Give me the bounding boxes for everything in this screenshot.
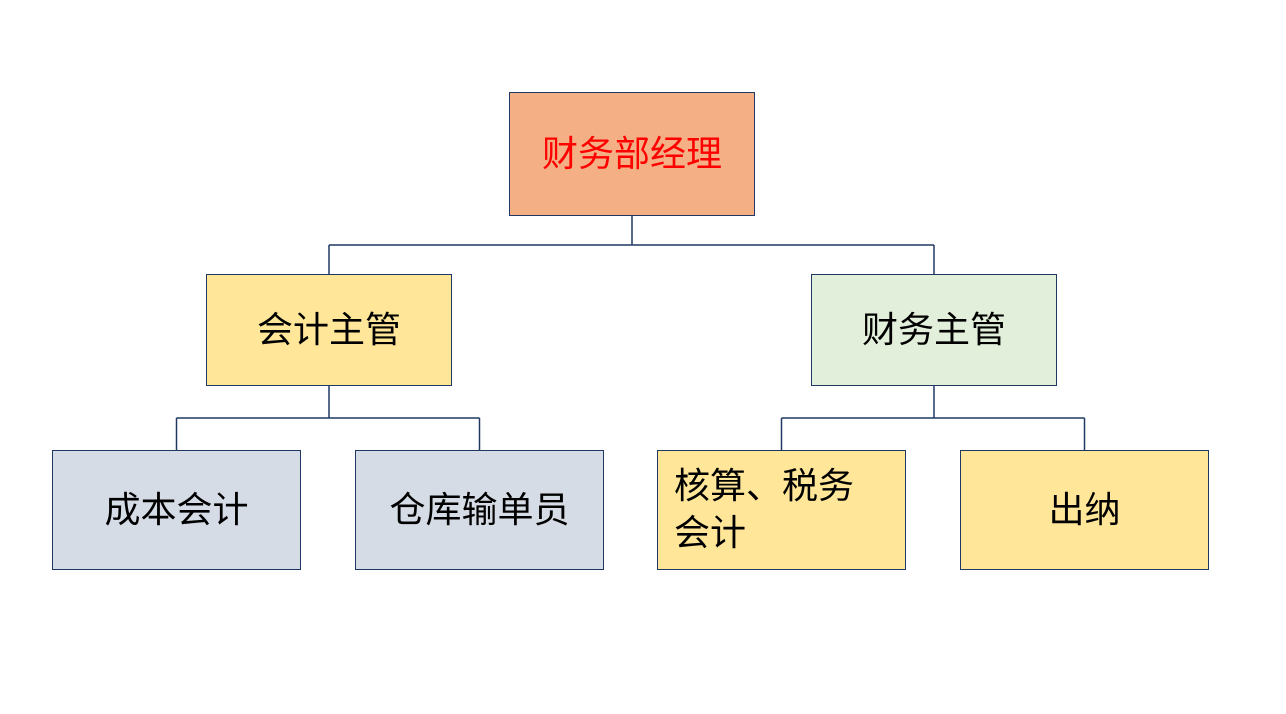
node-leaf4: 出纳 <box>960 450 1209 570</box>
node-right-mgr-label: 财务主管 <box>862 307 1006 354</box>
node-left-mgr-label: 会计主管 <box>257 307 401 354</box>
node-leaf3-label: 核算、税务会计 <box>674 463 889 557</box>
node-root: 财务部经理 <box>509 92 755 216</box>
node-leaf1: 成本会计 <box>52 450 301 570</box>
node-leaf2: 仓库输单员 <box>355 450 604 570</box>
node-leaf2-label: 仓库输单员 <box>389 487 569 534</box>
node-leaf3: 核算、税务会计 <box>657 450 906 570</box>
node-leaf1-label: 成本会计 <box>104 487 248 534</box>
node-root-label: 财务部经理 <box>542 131 722 178</box>
node-right-mgr: 财务主管 <box>811 274 1057 386</box>
node-leaf4-label: 出纳 <box>1048 487 1120 534</box>
node-left-mgr: 会计主管 <box>206 274 452 386</box>
